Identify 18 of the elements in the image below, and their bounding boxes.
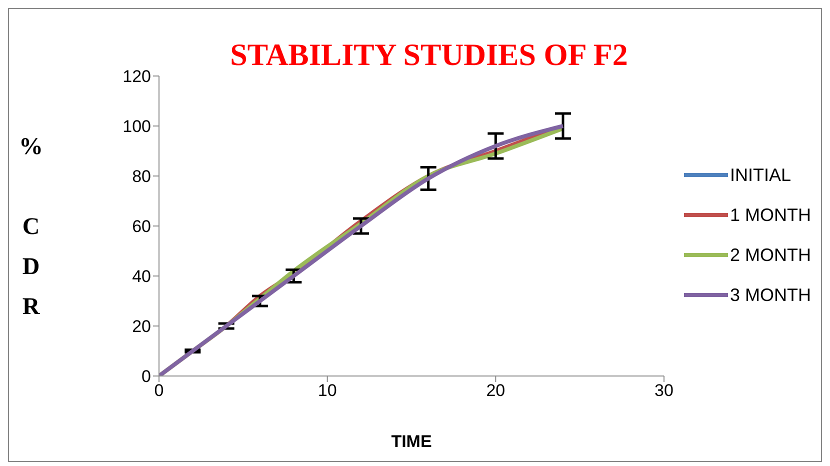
y-tick-label: 60 [132, 217, 151, 236]
x-tick-label: 10 [318, 381, 337, 400]
legend-label: 3 MONTH [730, 284, 811, 306]
legend-label: 2 MONTH [730, 244, 811, 266]
y-tick-label: 80 [132, 167, 151, 186]
y-tick-label: 100 [122, 117, 151, 136]
text: % CDR [19, 134, 43, 320]
y-tick-label: 20 [132, 317, 151, 336]
legend-label: 1 MONTH [730, 204, 811, 226]
x-tick-label: 30 [654, 381, 674, 400]
x-tick-label: 20 [486, 381, 506, 400]
y-tick-label: 40 [132, 267, 151, 286]
chart-title: STABILITY STUDIES OF F2 [229, 37, 629, 73]
y-tick-label: 0 [142, 367, 151, 386]
legend-label: INITIAL [730, 164, 792, 186]
x-tick-label: 0 [154, 381, 164, 400]
x-axis-title: TIME [391, 432, 432, 451]
y-tick-label: 120 [122, 67, 151, 86]
